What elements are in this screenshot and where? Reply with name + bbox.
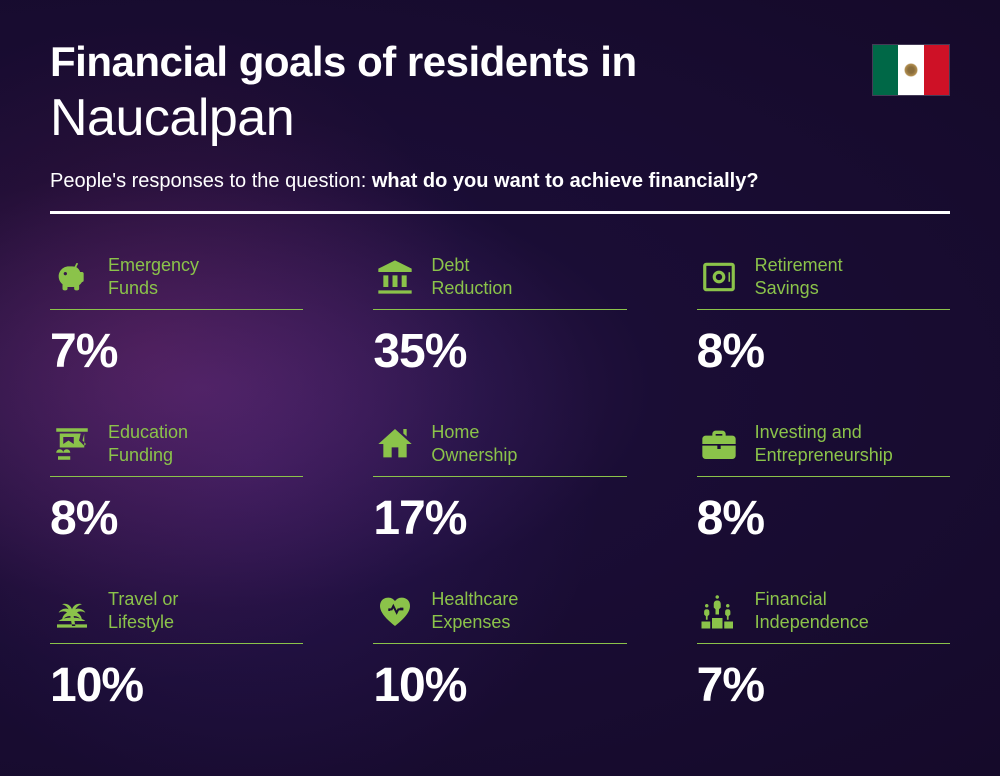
heart-pulse-icon [373, 589, 417, 633]
goal-label: HomeOwnership [431, 421, 517, 466]
goal-value: 8% [697, 324, 950, 379]
goal-emergency-funds: EmergencyFunds 7% [50, 254, 303, 379]
mexico-flag-icon [872, 44, 950, 96]
podium-icon [697, 589, 741, 633]
divider [50, 211, 950, 214]
briefcase-icon [697, 422, 741, 466]
goal-value: 7% [697, 658, 950, 713]
goals-grid: EmergencyFunds 7% DebtReduction 35% Reti… [50, 254, 950, 713]
house-icon [373, 422, 417, 466]
goal-financial-independence: FinancialIndependence 7% [697, 588, 950, 713]
goal-home-ownership: HomeOwnership 17% [373, 421, 626, 546]
bank-icon [373, 255, 417, 299]
goal-investing-entrepreneurship: Investing andEntrepreneurship 8% [697, 421, 950, 546]
presentation-icon [50, 422, 94, 466]
goal-education-funding: EducationFunding 8% [50, 421, 303, 546]
goal-label: FinancialIndependence [755, 588, 869, 633]
goal-label: EducationFunding [108, 421, 188, 466]
goal-value: 8% [697, 491, 950, 546]
goal-value: 8% [50, 491, 303, 546]
title-city: Naucalpan [50, 88, 950, 148]
goal-label: Investing andEntrepreneurship [755, 421, 893, 466]
goal-healthcare-expenses: HealthcareExpenses 10% [373, 588, 626, 713]
piggy-bank-icon [50, 255, 94, 299]
header: Financial goals of residents in Naucalpa… [50, 38, 950, 214]
goal-label: RetirementSavings [755, 254, 843, 299]
goal-value: 10% [50, 658, 303, 713]
goal-retirement-savings: RetirementSavings 8% [697, 254, 950, 379]
goal-value: 35% [373, 324, 626, 379]
goal-travel-lifestyle: Travel orLifestyle 10% [50, 588, 303, 713]
subtitle-question: what do you want to achieve financially? [372, 170, 759, 192]
goal-value: 10% [373, 658, 626, 713]
goal-value: 7% [50, 324, 303, 379]
subtitle: People's responses to the question: what… [50, 170, 950, 193]
goal-label: Travel orLifestyle [108, 588, 178, 633]
title-prefix: Financial goals of residents in [50, 38, 950, 86]
goal-value: 17% [373, 491, 626, 546]
subtitle-prefix: People's responses to the question: [50, 170, 372, 192]
safe-icon [697, 255, 741, 299]
goal-debt-reduction: DebtReduction 35% [373, 254, 626, 379]
goal-label: HealthcareExpenses [431, 588, 518, 633]
goal-label: EmergencyFunds [108, 254, 199, 299]
palm-icon [50, 589, 94, 633]
goal-label: DebtReduction [431, 254, 512, 299]
